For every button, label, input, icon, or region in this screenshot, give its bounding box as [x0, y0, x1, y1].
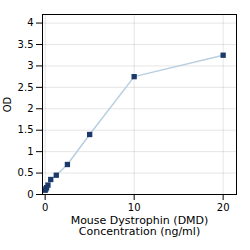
- svg-text:2.5: 2.5: [18, 82, 34, 93]
- svg-text:Mouse Dystrophin (DMD)Concentr: Mouse Dystrophin (DMD)Concentration (ng/…: [71, 214, 209, 238]
- svg-text:0.5: 0.5: [18, 167, 34, 178]
- svg-text:3.5: 3.5: [18, 39, 34, 50]
- svg-text:1: 1: [27, 146, 33, 157]
- svg-text:0: 0: [27, 189, 33, 200]
- svg-text:4: 4: [27, 17, 33, 28]
- svg-text:2: 2: [27, 103, 33, 114]
- svg-text:0: 0: [42, 202, 48, 213]
- svg-text:3: 3: [27, 60, 33, 71]
- svg-text:1.5: 1.5: [18, 124, 34, 135]
- svg-text:OD: OD: [2, 96, 13, 112]
- svg-text:20: 20: [217, 202, 230, 213]
- svg-text:10: 10: [128, 202, 141, 213]
